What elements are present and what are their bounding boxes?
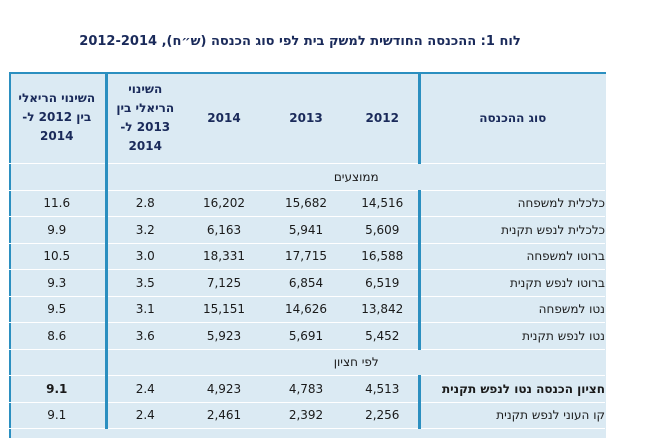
section-row: לפי חציון xyxy=(9,349,605,376)
cell-real-change-2013-2014: 3.6 xyxy=(106,322,183,350)
table-row: 10.5 3.0 18,331 17,715 16,588 ברוטו למשפחה xyxy=(9,243,605,270)
header-year-2014: 2014 xyxy=(183,72,265,164)
table-row: 8.6 3.6 5,923 5,691 5,452 נטו לנפש תקנית xyxy=(9,322,605,350)
header-year-2012: 2012 xyxy=(347,72,419,164)
cell-income-type: נטו לנפש תקנית xyxy=(417,322,605,350)
cell-value-2014: 2,461 xyxy=(183,402,265,429)
cell-income-type: ברוטו למשפחה xyxy=(417,243,605,270)
cell-real-change-2012-2014: 10.5 xyxy=(9,243,108,270)
cell-value-2014: 15,151 xyxy=(183,296,265,323)
section-empty-cell xyxy=(9,349,108,376)
cell-value-2013: 5,691 xyxy=(265,322,347,350)
cell-value-2012: 2,256 xyxy=(347,402,419,429)
cell-value-2012: 5,452 xyxy=(347,322,419,350)
cell-value-2013: 17,715 xyxy=(265,243,347,270)
cell-value-2012: 14,516 xyxy=(347,190,419,217)
cell-value-2012: 16,588 xyxy=(347,243,419,270)
cell-real-change-2012-2014: 9.1 xyxy=(9,375,108,403)
cell-value-2012: 13,842 xyxy=(347,296,419,323)
cell-real-change-2013-2014: 2.8 xyxy=(106,190,183,217)
cell-real-change-2013-2014: 3.0 xyxy=(106,243,183,270)
cell-value-2013: 6,854 xyxy=(265,269,347,297)
table-row: 9.5 3.1 15,151 14,626 13,842 נטו למשפחה xyxy=(9,296,605,323)
income-table: השינוי הריאלי בין 2012 ל- 2014 השינוי הר… xyxy=(9,72,605,429)
cell-value-2013: 4,783 xyxy=(265,375,347,403)
cell-real-change-2013-2014: 2.4 xyxy=(106,375,183,403)
header-income-type: סוג ההכנסה xyxy=(417,72,605,164)
cell-income-type: חציון הכנסה נטו לנפש תקנית xyxy=(417,375,605,403)
section-label: לפי חציון xyxy=(106,349,605,376)
cell-real-change-2013-2014: 3.5 xyxy=(106,269,183,297)
cell-value-2014: 7,125 xyxy=(183,269,265,297)
cell-value-2014: 6,163 xyxy=(183,216,265,244)
table-row: 9.3 3.5 7,125 6,854 6,519 ברוטו לנפש תקנית xyxy=(9,269,605,297)
cell-value-2013: 2,392 xyxy=(265,402,347,429)
cell-real-change-2013-2014: 2.4 xyxy=(106,402,183,429)
cell-value-2013: 15,682 xyxy=(265,190,347,217)
cell-value-2014: 16,202 xyxy=(183,190,265,217)
cell-value-2012: 5,609 xyxy=(347,216,419,244)
header-year-2013: 2013 xyxy=(265,72,347,164)
cell-real-change-2012-2014: 9.1 xyxy=(9,402,108,429)
section-label: ממוצעים xyxy=(106,163,605,191)
cell-value-2012: 4,513 xyxy=(347,375,419,403)
table-row: 9.9 3.2 6,163 5,941 5,609 כלכלית לנפש תקנית xyxy=(9,216,605,244)
cell-income-type: קו העוני לנפש תקנית xyxy=(417,402,605,429)
table-row: 11.6 2.8 16,202 15,682 14,516 כלכלית למשפחה xyxy=(9,190,605,217)
cell-value-2014: 5,923 xyxy=(183,322,265,350)
header-real-change-2013-2014: השינוי הריאלי בין 2013 ל- 2014 xyxy=(106,72,183,164)
cell-value-2012: 6,519 xyxy=(347,269,419,297)
cell-income-type: ברוטו לנפש תקנית xyxy=(417,269,605,297)
cell-value-2014: 18,331 xyxy=(183,243,265,270)
section-empty-cell xyxy=(9,163,108,191)
cell-real-change-2013-2014: 3.1 xyxy=(106,296,183,323)
cell-real-change-2012-2014: 11.6 xyxy=(9,190,108,217)
table-title: לוח 1: ההכנסה החודשית למשק בית לפי סוג ה… xyxy=(79,34,521,49)
cell-value-2013: 14,626 xyxy=(265,296,347,323)
section-row: ממוצעים xyxy=(9,163,605,191)
cell-real-change-2012-2014: 9.5 xyxy=(9,296,108,323)
cell-income-type: נטו למשפחה xyxy=(417,296,605,323)
header-real-change-2012-2014: השינוי הריאלי בין 2012 ל- 2014 xyxy=(9,72,108,164)
cell-real-change-2012-2014: 9.9 xyxy=(9,216,108,244)
table-row: 9.1 2.4 2,461 2,392 2,256 קו העוני לנפש תקנית xyxy=(9,402,605,429)
cell-real-change-2012-2014: 9.3 xyxy=(9,269,108,297)
cell-real-change-2013-2014: 3.2 xyxy=(106,216,183,244)
header-row: השינוי הריאלי בין 2012 ל- 2014 השינוי הר… xyxy=(9,72,605,164)
cell-real-change-2012-2014: 8.6 xyxy=(9,322,108,350)
cell-value-2013: 5,941 xyxy=(265,216,347,244)
table-row: 9.1 2.4 4,923 4,783 4,513 חציון הכנסה נטו לנפ… xyxy=(9,375,605,403)
cell-income-type: כלכלית למשפחה xyxy=(417,190,605,217)
cell-income-type: כלכלית לנפש תקנית xyxy=(417,216,605,244)
cell-value-2014: 4,923 xyxy=(183,375,265,403)
